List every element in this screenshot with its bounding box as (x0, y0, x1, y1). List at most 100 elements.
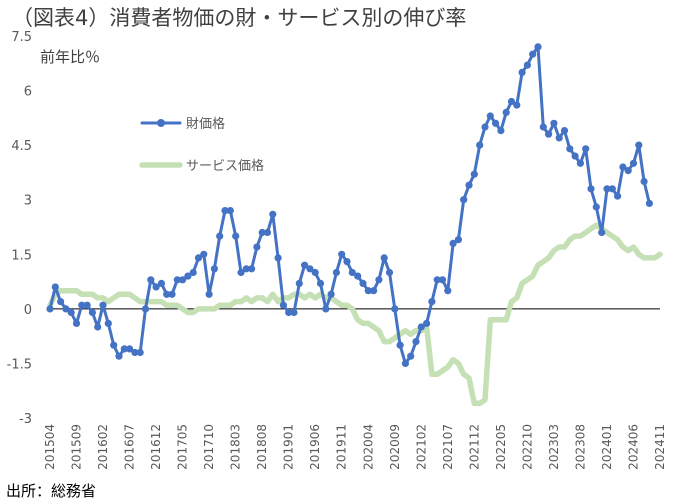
goods-price-point (428, 298, 436, 306)
goods-price-point (629, 159, 638, 167)
goods-price-point (582, 145, 590, 153)
goods-price-point (513, 101, 521, 109)
goods-price-point (587, 185, 595, 193)
x-tick-label: 202009 (388, 424, 402, 470)
goods-price-point (640, 177, 648, 186)
goods-price-point (46, 305, 54, 313)
chart-title: （図表4）消費者物価の財・サービス別の伸び率 (12, 6, 467, 30)
goods-price-point (51, 283, 59, 291)
goods-price-point (348, 268, 356, 277)
goods-price-point (550, 119, 558, 127)
goods-price-point (412, 338, 420, 346)
goods-price-point (168, 290, 176, 298)
goods-price-point (200, 250, 208, 258)
goods-price-point (470, 170, 478, 178)
goods-price-point (476, 141, 484, 149)
goods-price-point (163, 290, 171, 298)
x-tick-label: 202205 (494, 424, 508, 470)
goods-price-point (94, 323, 102, 331)
source-note: 出所：総務省 (6, 482, 97, 500)
goods-price-point (279, 301, 287, 309)
goods-price-point (263, 228, 272, 237)
goods-price-point (571, 152, 579, 160)
goods-price-point (401, 359, 409, 367)
goods-price-point (492, 119, 500, 127)
y-axis-ticks: 7.5 6 4.5 3 1.5 0 -1.5 -3 (7, 30, 32, 427)
goods-price-point (566, 145, 574, 153)
goods-price-point (173, 276, 181, 284)
goods-price-point (136, 348, 144, 357)
goods-price-point (529, 50, 537, 58)
goods-price-point (407, 352, 415, 360)
goods-price-point (258, 228, 266, 237)
goods-price-point (391, 305, 399, 313)
goods-price-point (481, 123, 489, 131)
goods-price-point (423, 319, 431, 327)
x-tick-label: 202308 (573, 424, 587, 470)
goods-price-point (205, 290, 213, 298)
goods-price-point (316, 279, 325, 287)
goods-price-point (380, 254, 388, 262)
goods-price-point (194, 254, 203, 262)
goods-price-point (614, 192, 622, 200)
goods-price-point (67, 308, 75, 317)
goods-price-point (635, 141, 643, 149)
goods-price-point (216, 232, 224, 240)
goods-price-point (78, 301, 86, 309)
goods-price-point (72, 319, 81, 327)
goods-price-point (226, 207, 234, 215)
y-tick-label: -3 (19, 412, 32, 427)
goods-price-point (603, 185, 611, 193)
goods-price-point (370, 287, 378, 295)
goods-price-point (534, 43, 542, 51)
y-tick-label: 0 (24, 303, 32, 318)
goods-price-point (454, 236, 462, 244)
y-tick-label: 4.5 (11, 139, 32, 154)
x-tick-label: 202107 (441, 424, 455, 470)
x-tick-label: 201612 (149, 424, 163, 470)
goods-price-point (311, 268, 319, 277)
goods-price-point (88, 308, 96, 317)
goods-price-point (438, 276, 447, 284)
x-tick-label: 201906 (308, 424, 322, 470)
goods-price-point (120, 345, 128, 353)
goods-price-point (338, 250, 346, 258)
goods-price-point (179, 276, 187, 284)
goods-price-point (449, 239, 457, 247)
y-axis-unit-label: 前年比％ (40, 48, 101, 66)
goods-price-point (57, 298, 65, 306)
goods-price-point (126, 345, 134, 353)
goods-price-line (48, 45, 651, 365)
services-price-line (47, 222, 663, 407)
goods-price-point (232, 232, 240, 240)
goods-price-point (497, 127, 505, 135)
goods-price-point (327, 290, 335, 298)
goods-price-point (555, 134, 563, 142)
goods-price-point (83, 301, 91, 309)
goods-price-point (332, 268, 340, 277)
x-tick-label: 201602 (96, 424, 110, 470)
x-tick-label: 201705 (176, 424, 190, 470)
goods-price-point (274, 254, 282, 262)
legend-services: サービス価格 (139, 158, 264, 174)
goods-price-point (375, 276, 383, 284)
x-tick-label: 201607 (123, 424, 137, 470)
x-tick-label: 202112 (467, 424, 481, 470)
goods-price-point (486, 112, 494, 120)
goods-price-point (539, 123, 547, 131)
goods-price-point (598, 228, 606, 237)
goods-price-point (385, 268, 394, 277)
goods-price-point (592, 203, 600, 211)
goods-price-point (444, 287, 452, 295)
x-tick-label: 202004 (361, 424, 375, 470)
x-tick-label: 201901 (282, 424, 296, 470)
goods-price-point (545, 130, 553, 138)
x-axis-ticks: 201504 201509 201602 201607 201612 201705 2017… (43, 424, 667, 470)
goods-price-point (253, 243, 261, 251)
goods-price-point (645, 199, 654, 207)
goods-price-point (141, 305, 150, 313)
x-tick-label: 202210 (520, 424, 534, 470)
x-tick-label: 202303 (547, 424, 561, 470)
